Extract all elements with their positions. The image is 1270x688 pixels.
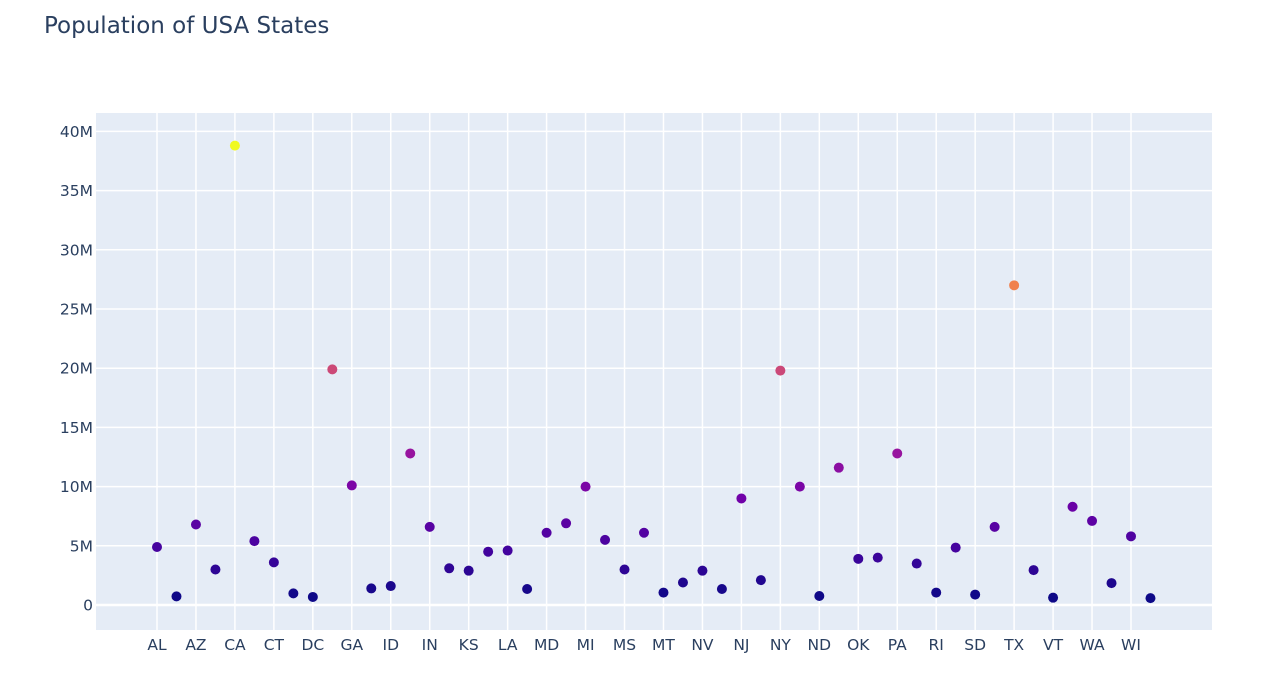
x-tick-label: MT <box>652 636 675 654</box>
data-point-wv[interactable]: WV: 1850000 <box>1106 578 1117 589</box>
data-point-mi[interactable]: MI: 10000000 <box>580 481 591 492</box>
y-tick-label: 10M <box>60 478 93 496</box>
data-point-ok[interactable]: OK: 3900000 <box>853 553 864 564</box>
x-axis-tick-labels: AL AZ CA CT DC GA ID IN KS LA MD MI MS MT NV NJ NY ND OK PA… <box>147 636 1141 654</box>
data-point-ut[interactable]: UT: 2950000 <box>1028 565 1039 576</box>
y-tick-label: 20M <box>60 360 93 378</box>
data-point-sc[interactable]: SC: 4850000 <box>950 542 961 553</box>
data-point-ca[interactable]: CA: 38800000 <box>229 140 240 151</box>
x-tick-label: NJ <box>733 636 749 654</box>
x-tick-label: AZ <box>185 636 206 654</box>
data-point-ct[interactable]: CT: 3600000 <box>268 557 279 568</box>
data-point-or[interactable]: OR: 4000000 <box>872 552 883 563</box>
plot-area <box>96 113 1212 630</box>
data-point-nv[interactable]: NV: 2900000 <box>697 565 708 576</box>
x-tick-label: VT <box>1043 636 1064 654</box>
data-point-co[interactable]: CO: 5400000 <box>249 536 260 547</box>
data-point-ms[interactable]: MS: 3000000 <box>619 564 630 575</box>
data-point-ma[interactable]: MA: 6900000 <box>561 518 572 529</box>
data-point-hi[interactable]: HI: 1400000 <box>366 583 377 594</box>
data-point-nc[interactable]: NC: 10000000 <box>794 481 805 492</box>
data-point-mo[interactable]: MO: 6100000 <box>639 527 649 538</box>
x-tick-label: DC <box>301 636 324 654</box>
data-point-in[interactable]: IN: 6600000 <box>424 521 435 532</box>
data-point-tx[interactable]: TX: 27000000 <box>1009 280 1020 291</box>
data-point-ak[interactable]: AK: 730000 <box>171 591 182 602</box>
data-point-wy[interactable]: WY: 580000 <box>1145 593 1156 604</box>
data-point-il[interactable]: IL: 12800000 <box>405 448 416 459</box>
x-tick-label: WA <box>1079 636 1104 654</box>
data-point-ny[interactable]: NY: 19800000 <box>775 365 786 376</box>
x-tick-label: PA <box>888 636 907 654</box>
data-point-ia[interactable]: IA: 3100000 <box>444 563 455 574</box>
x-tick-label: SD <box>964 636 986 654</box>
data-point-md[interactable]: MD: 6100000 <box>541 527 552 538</box>
x-tick-label: RI <box>929 636 944 654</box>
data-points: AL: 4900000 AK: 730000 AZ: 6800000 AR: 3000… <box>152 140 1156 604</box>
x-tick-label: NY <box>770 636 792 654</box>
data-point-vt[interactable]: VT: 620000 <box>1048 592 1059 603</box>
data-point-pr[interactable]: PR: 3500000 <box>911 558 922 569</box>
data-point-ks[interactable]: KS: 2900000 <box>463 565 474 576</box>
data-point-mt[interactable]: MT: 1050000 <box>658 587 669 598</box>
data-point-mn[interactable]: MN: 5500000 <box>600 534 611 545</box>
x-tick-label: MI <box>577 636 595 654</box>
data-point-ar[interactable]: AR: 3000000 <box>210 564 221 575</box>
data-point-dc[interactable]: DC: 680000 <box>307 591 318 602</box>
data-point-ky[interactable]: KY: 4500000 <box>483 546 494 557</box>
data-point-la[interactable]: LA: 4600000 <box>502 545 513 556</box>
data-point-oh[interactable]: OH: 11600000 <box>833 462 844 473</box>
data-point-nh[interactable]: NH: 1350000 <box>716 584 727 595</box>
y-tick-label: 35M <box>60 182 93 200</box>
y-tick-label: 0 <box>83 597 93 615</box>
x-tick-label: ND <box>808 636 832 654</box>
y-gridlines <box>96 130 1212 607</box>
y-tick-label: 15M <box>60 419 93 437</box>
data-point-va[interactable]: VA: 8300000 <box>1067 501 1078 512</box>
x-tick-label: CA <box>224 636 246 654</box>
y-tick-label: 5M <box>70 537 93 555</box>
data-point-pa[interactable]: PA: 12800000 <box>892 448 903 459</box>
data-point-sd[interactable]: SD: 880000 <box>970 589 981 600</box>
data-point-nd[interactable]: ND: 760000 <box>814 591 825 602</box>
data-point-nj[interactable]: NJ: 9000000 <box>736 493 747 504</box>
x-tick-label: ID <box>383 636 400 654</box>
x-tick-label: IN <box>422 636 438 654</box>
x-tick-label: KS <box>459 636 479 654</box>
x-tick-label: TX <box>1003 636 1024 654</box>
x-tick-label: CT <box>264 636 285 654</box>
data-point-ne[interactable]: NE: 1900000 <box>677 577 688 588</box>
x-tick-label: NV <box>691 636 714 654</box>
x-tick-label: AL <box>147 636 167 654</box>
y-tick-label: 25M <box>60 301 93 319</box>
x-tick-label: MS <box>613 636 636 654</box>
x-tick-label: LA <box>498 636 518 654</box>
x-tick-label: WI <box>1121 636 1141 654</box>
data-point-tn[interactable]: TN: 6600000 <box>989 521 1000 532</box>
data-point-wi[interactable]: WI: 5800000 <box>1126 531 1136 542</box>
x-tick-label: OK <box>847 636 870 654</box>
y-axis-tick-labels: 0 5M 10M 15M 20M 25M 30M 35M 40M <box>60 123 93 615</box>
data-point-fl[interactable]: FL: 19900000 <box>327 364 338 375</box>
y-tick-label: 40M <box>60 123 93 141</box>
x-tick-label: MD <box>534 636 559 654</box>
data-point-al[interactable]: AL: 4900000 <box>152 541 162 552</box>
x-gridlines <box>156 113 1132 630</box>
y-tick-label: 30M <box>60 241 93 259</box>
data-point-de[interactable]: DE: 980000 <box>288 588 299 599</box>
data-point-id[interactable]: ID: 1600000 <box>385 581 396 592</box>
data-point-wa[interactable]: WA: 7100000 <box>1087 515 1098 526</box>
chart-title: Population of USA States <box>44 13 330 39</box>
x-tick-label: GA <box>340 636 363 654</box>
data-point-nm[interactable]: NM: 2100000 <box>755 575 766 586</box>
data-point-me[interactable]: ME: 1350000 <box>522 584 533 595</box>
data-point-az[interactable]: AZ: 6800000 <box>190 519 201 530</box>
data-point-ga[interactable]: GA: 10100000 <box>346 480 357 491</box>
data-point-ri[interactable]: RI: 1050000 <box>931 587 942 598</box>
